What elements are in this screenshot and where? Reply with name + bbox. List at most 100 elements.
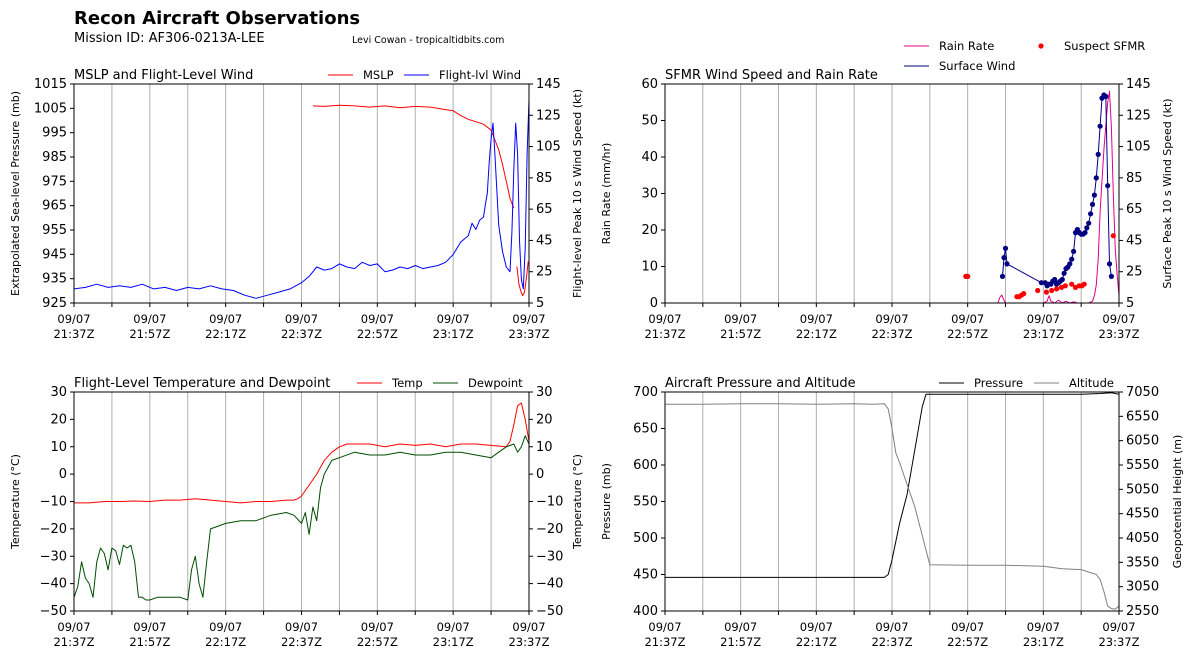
x-tick-label: 22:57Z <box>947 635 988 649</box>
y-tick-label-right: −20 <box>536 522 563 537</box>
y-tick-label-right: 5550 <box>1126 458 1159 473</box>
data-point <box>1069 281 1075 287</box>
data-point <box>1062 283 1068 289</box>
x-tick-label: 22:57Z <box>357 327 398 341</box>
y-tick-label-left: 0 <box>59 467 67 482</box>
data-point <box>1059 276 1065 283</box>
x-tick-label: 09/07 <box>285 620 318 634</box>
series-line-dewpoint <box>74 435 529 601</box>
x-tick-label: 21:37Z <box>53 635 94 649</box>
y-axis-label-left: Rain Rate (mm/hr) <box>600 143 613 245</box>
y-tick-label-right: 4050 <box>1126 531 1159 546</box>
x-tick-label: 22:37Z <box>281 635 322 649</box>
y-tick-label-left: 700 <box>633 385 658 400</box>
data-point <box>1035 287 1041 294</box>
y-tick-label-right: 145 <box>1126 77 1151 92</box>
series-line-temp <box>74 402 529 504</box>
y-tick-label-left: 30 <box>50 385 67 400</box>
chart-title: SFMR Wind Speed and Rain Rate <box>665 68 878 83</box>
y-tick-label-left: 650 <box>633 422 658 437</box>
x-tick-label: 22:37Z <box>871 327 912 341</box>
mission-id: Mission ID: AF306-0213A-LEE <box>74 31 265 46</box>
chart-title: Flight-Level Temperature and Dewpoint <box>74 376 330 391</box>
legend-label: Rain Rate <box>939 39 994 53</box>
series-group <box>963 90 1119 303</box>
x-tick-label: 09/07 <box>57 312 90 326</box>
y-tick-label-right: 125 <box>1126 108 1151 123</box>
y-tick-label-right: 6550 <box>1126 409 1159 424</box>
y-tick-label-left: −20 <box>40 522 67 537</box>
series-line-altitude <box>665 403 1119 610</box>
y-tick-label-right: −40 <box>536 577 563 592</box>
y-axis-label-left: Pressure (mb) <box>600 463 613 540</box>
data-point <box>1086 220 1092 226</box>
data-point <box>1071 248 1077 254</box>
data-point <box>1097 123 1103 129</box>
x-tick-label: 22:17Z <box>205 327 246 341</box>
y-tick-label-left: 400 <box>633 604 658 619</box>
y-tick-label-right: 45 <box>1126 233 1143 248</box>
x-tick-label: 09/07 <box>512 620 545 634</box>
y-tick-label-right: −30 <box>536 549 563 564</box>
x-tick-label: 09/07 <box>1102 620 1135 634</box>
x-tick-label: 22:37Z <box>871 635 912 649</box>
y-tick-label-right: 3050 <box>1126 580 1159 595</box>
y-tick-label-right: 25 <box>1126 265 1143 280</box>
y-tick-label-left: 1005 <box>34 101 67 116</box>
y-tick-label-right: 5050 <box>1126 482 1159 497</box>
chart-panel-3: 09/0721:37Z09/0721:57Z09/0722:17Z09/0722… <box>9 376 584 649</box>
chart-title: Aircraft Pressure and Altitude <box>665 376 856 391</box>
credit-text: Levi Cowan - tropicaltidbits.com <box>352 35 505 46</box>
x-tick-label: 23:37Z <box>508 635 549 649</box>
y-tick-label-right: 85 <box>536 171 553 186</box>
y-tick-label-right: 105 <box>1126 140 1151 155</box>
y-tick-label-right: 4550 <box>1126 507 1159 522</box>
data-point <box>1082 230 1088 236</box>
series-line-rain-rate <box>997 90 1119 303</box>
y-tick-label-right: 125 <box>536 108 561 123</box>
y-tick-label-right: 6050 <box>1126 434 1159 449</box>
data-point <box>1108 273 1114 279</box>
y-tick-label-right: 25 <box>536 265 553 280</box>
y-axis-label-left: Extrapolated Sea-level Pressure (mb) <box>9 91 22 296</box>
y-tick-label-right: 10 <box>536 440 553 455</box>
x-tick-label: 09/07 <box>724 312 757 326</box>
data-point <box>1067 261 1073 267</box>
x-tick-label: 23:37Z <box>1098 327 1139 341</box>
y-tick-label-left: 10 <box>641 260 658 275</box>
y-tick-label-left: 945 <box>42 247 67 262</box>
y-tick-label-right: 7050 <box>1126 385 1159 400</box>
y-axis-label-right: Temperature (°C) <box>571 454 584 550</box>
y-tick-label-right: 2550 <box>1126 604 1159 619</box>
x-tick-label: 09/07 <box>800 312 833 326</box>
x-tick-label: 22:17Z <box>796 327 837 341</box>
x-tick-label: 09/07 <box>1027 312 1060 326</box>
y-tick-label-left: 0 <box>650 296 658 311</box>
x-tick-label: 21:57Z <box>129 327 170 341</box>
y-tick-label-left: 40 <box>641 150 658 165</box>
series-line-surface-wind <box>1002 94 1112 287</box>
y-tick-label-left: 600 <box>633 458 658 473</box>
data-point <box>1054 286 1060 292</box>
y-tick-label-left: 60 <box>641 77 658 92</box>
x-tick-label: 09/07 <box>361 312 394 326</box>
data-point <box>1093 175 1099 181</box>
legend-label: Dewpoint <box>468 376 523 390</box>
y-tick-label-left: 1015 <box>34 77 67 92</box>
data-point <box>1084 225 1090 231</box>
y-tick-label-left: 995 <box>42 126 67 141</box>
x-tick-label: 23:37Z <box>1098 635 1139 649</box>
legend-marker <box>1038 43 1044 49</box>
data-point <box>1021 291 1027 297</box>
y-tick-label-left: 10 <box>50 440 67 455</box>
x-tick-label: 09/07 <box>648 312 681 326</box>
y-tick-label-left: 955 <box>42 223 67 238</box>
y-tick-label-left: 985 <box>42 150 67 165</box>
x-tick-label: 22:17Z <box>796 635 837 649</box>
data-point <box>1095 151 1101 157</box>
legend-label: Altitude <box>1069 376 1114 390</box>
data-point <box>1106 261 1113 267</box>
y-axis-label-right: Surface Peak 10 s Wind Speed (kt) <box>1161 98 1174 288</box>
main-title: Recon Aircraft Observations <box>74 8 361 29</box>
